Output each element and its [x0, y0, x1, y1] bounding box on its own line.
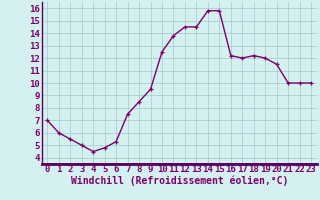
X-axis label: Windchill (Refroidissement éolien,°C): Windchill (Refroidissement éolien,°C): [70, 176, 288, 186]
